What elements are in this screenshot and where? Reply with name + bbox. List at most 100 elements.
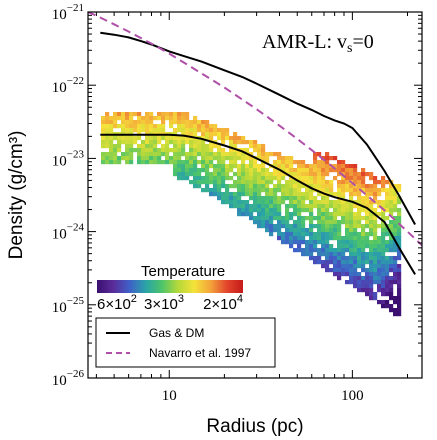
scatter-cell xyxy=(217,196,222,201)
scatter-cell xyxy=(229,140,234,145)
scatter-cell xyxy=(257,224,262,229)
scatter-cell xyxy=(129,140,134,145)
scatter-cell xyxy=(309,196,314,201)
scatter-cell xyxy=(369,296,374,301)
scatter-cell xyxy=(301,160,306,165)
scatter-cell xyxy=(209,180,214,185)
scatter-cell xyxy=(353,268,358,273)
scatter-cell xyxy=(245,140,250,145)
scatter-cell xyxy=(117,112,122,117)
scatter-cell xyxy=(213,168,218,173)
scatter-cell xyxy=(313,180,318,185)
scatter-cell xyxy=(229,148,234,153)
scatter-cell xyxy=(353,192,358,197)
scatter-cell xyxy=(349,208,354,213)
scatter-cell xyxy=(157,156,162,161)
scatter-cell xyxy=(361,252,366,257)
scatter-cell xyxy=(337,164,342,169)
scatter-cell xyxy=(241,164,246,169)
scatter-cell xyxy=(357,184,362,189)
scatter-cell xyxy=(129,136,134,141)
scatter-cell xyxy=(197,176,202,181)
scatter-cell xyxy=(365,292,370,297)
scatter-cell xyxy=(329,168,334,173)
scatter-cell xyxy=(333,200,338,205)
scatter-cell xyxy=(245,212,250,217)
scatter-cell xyxy=(381,268,386,273)
scatter-cell xyxy=(209,148,214,153)
scatter-cell xyxy=(117,116,122,121)
scatter-cell xyxy=(221,156,226,161)
scatter-cell xyxy=(245,204,250,209)
scatter-cell xyxy=(197,184,202,189)
scatter-cell xyxy=(121,112,126,117)
scatter-cell xyxy=(325,172,330,177)
scatter-cell xyxy=(233,160,238,165)
scatter-cell xyxy=(249,140,254,145)
scatter-cell xyxy=(305,176,310,181)
scatter-cell xyxy=(325,268,330,273)
scatter-cell xyxy=(305,188,310,193)
scatter-cell xyxy=(377,276,382,281)
scatter-cell xyxy=(389,248,394,253)
scatter-cell xyxy=(393,200,398,205)
scatter-cell xyxy=(289,160,294,165)
scatter-cell xyxy=(325,188,330,193)
scatter-cell xyxy=(373,240,378,245)
scatter-cell xyxy=(185,116,190,121)
scatter-cell xyxy=(261,152,266,157)
scatter-cell xyxy=(213,152,218,157)
scatter-cell xyxy=(137,128,142,133)
scatter-cell xyxy=(321,236,326,241)
scatter-cell xyxy=(177,144,182,149)
scatter-cell xyxy=(109,160,114,165)
scatter-cell xyxy=(121,136,126,141)
scatter-cell xyxy=(365,192,370,197)
scatter-cell xyxy=(313,172,318,177)
scatter-cell xyxy=(341,216,346,221)
scatter-cell xyxy=(301,216,306,221)
scatter-cell xyxy=(241,204,246,209)
scatter-cell xyxy=(349,276,354,281)
scatter-cell xyxy=(265,212,270,217)
scatter-cell xyxy=(389,304,394,309)
scatter-cell xyxy=(321,196,326,201)
scatter-cell xyxy=(329,236,334,241)
scatter-cell xyxy=(357,208,362,213)
scatter-cell xyxy=(157,152,162,157)
scatter-cell xyxy=(293,168,298,173)
scatter-cell xyxy=(333,168,338,173)
scatter-cell xyxy=(201,132,206,137)
scatter-cell xyxy=(389,228,394,233)
scatter-cell xyxy=(385,288,390,293)
scatter-cell xyxy=(213,128,218,133)
scatter-cell xyxy=(397,264,402,269)
scatter-cell xyxy=(245,180,250,185)
scatter-cell xyxy=(133,128,138,133)
scatter-cell xyxy=(221,184,226,189)
scatter-cell xyxy=(241,156,246,161)
scatter-cell xyxy=(385,264,390,269)
scatter-cell xyxy=(345,212,350,217)
scatter-cell xyxy=(369,276,374,281)
scatter-cell xyxy=(365,252,370,257)
scatter-cell xyxy=(257,192,262,197)
scatter-cell xyxy=(193,180,198,185)
scatter-cell xyxy=(233,140,238,145)
scatter-cell xyxy=(185,152,190,157)
scatter-cell xyxy=(393,260,398,265)
scatter-cell xyxy=(217,128,222,133)
scatter-cell xyxy=(241,200,246,205)
scatter-cell xyxy=(381,224,386,229)
scatter-cell xyxy=(177,148,182,153)
temperature-scatter-cloud xyxy=(101,112,402,317)
scatter-cell xyxy=(129,120,134,125)
scatter-cell xyxy=(245,156,250,161)
scatter-cell xyxy=(341,192,346,197)
scatter-cell xyxy=(129,152,134,157)
scatter-cell xyxy=(161,116,166,121)
scatter-cell xyxy=(393,244,398,249)
scatter-cell xyxy=(309,184,314,189)
scatter-cell xyxy=(193,176,198,181)
scatter-cell xyxy=(145,140,150,145)
